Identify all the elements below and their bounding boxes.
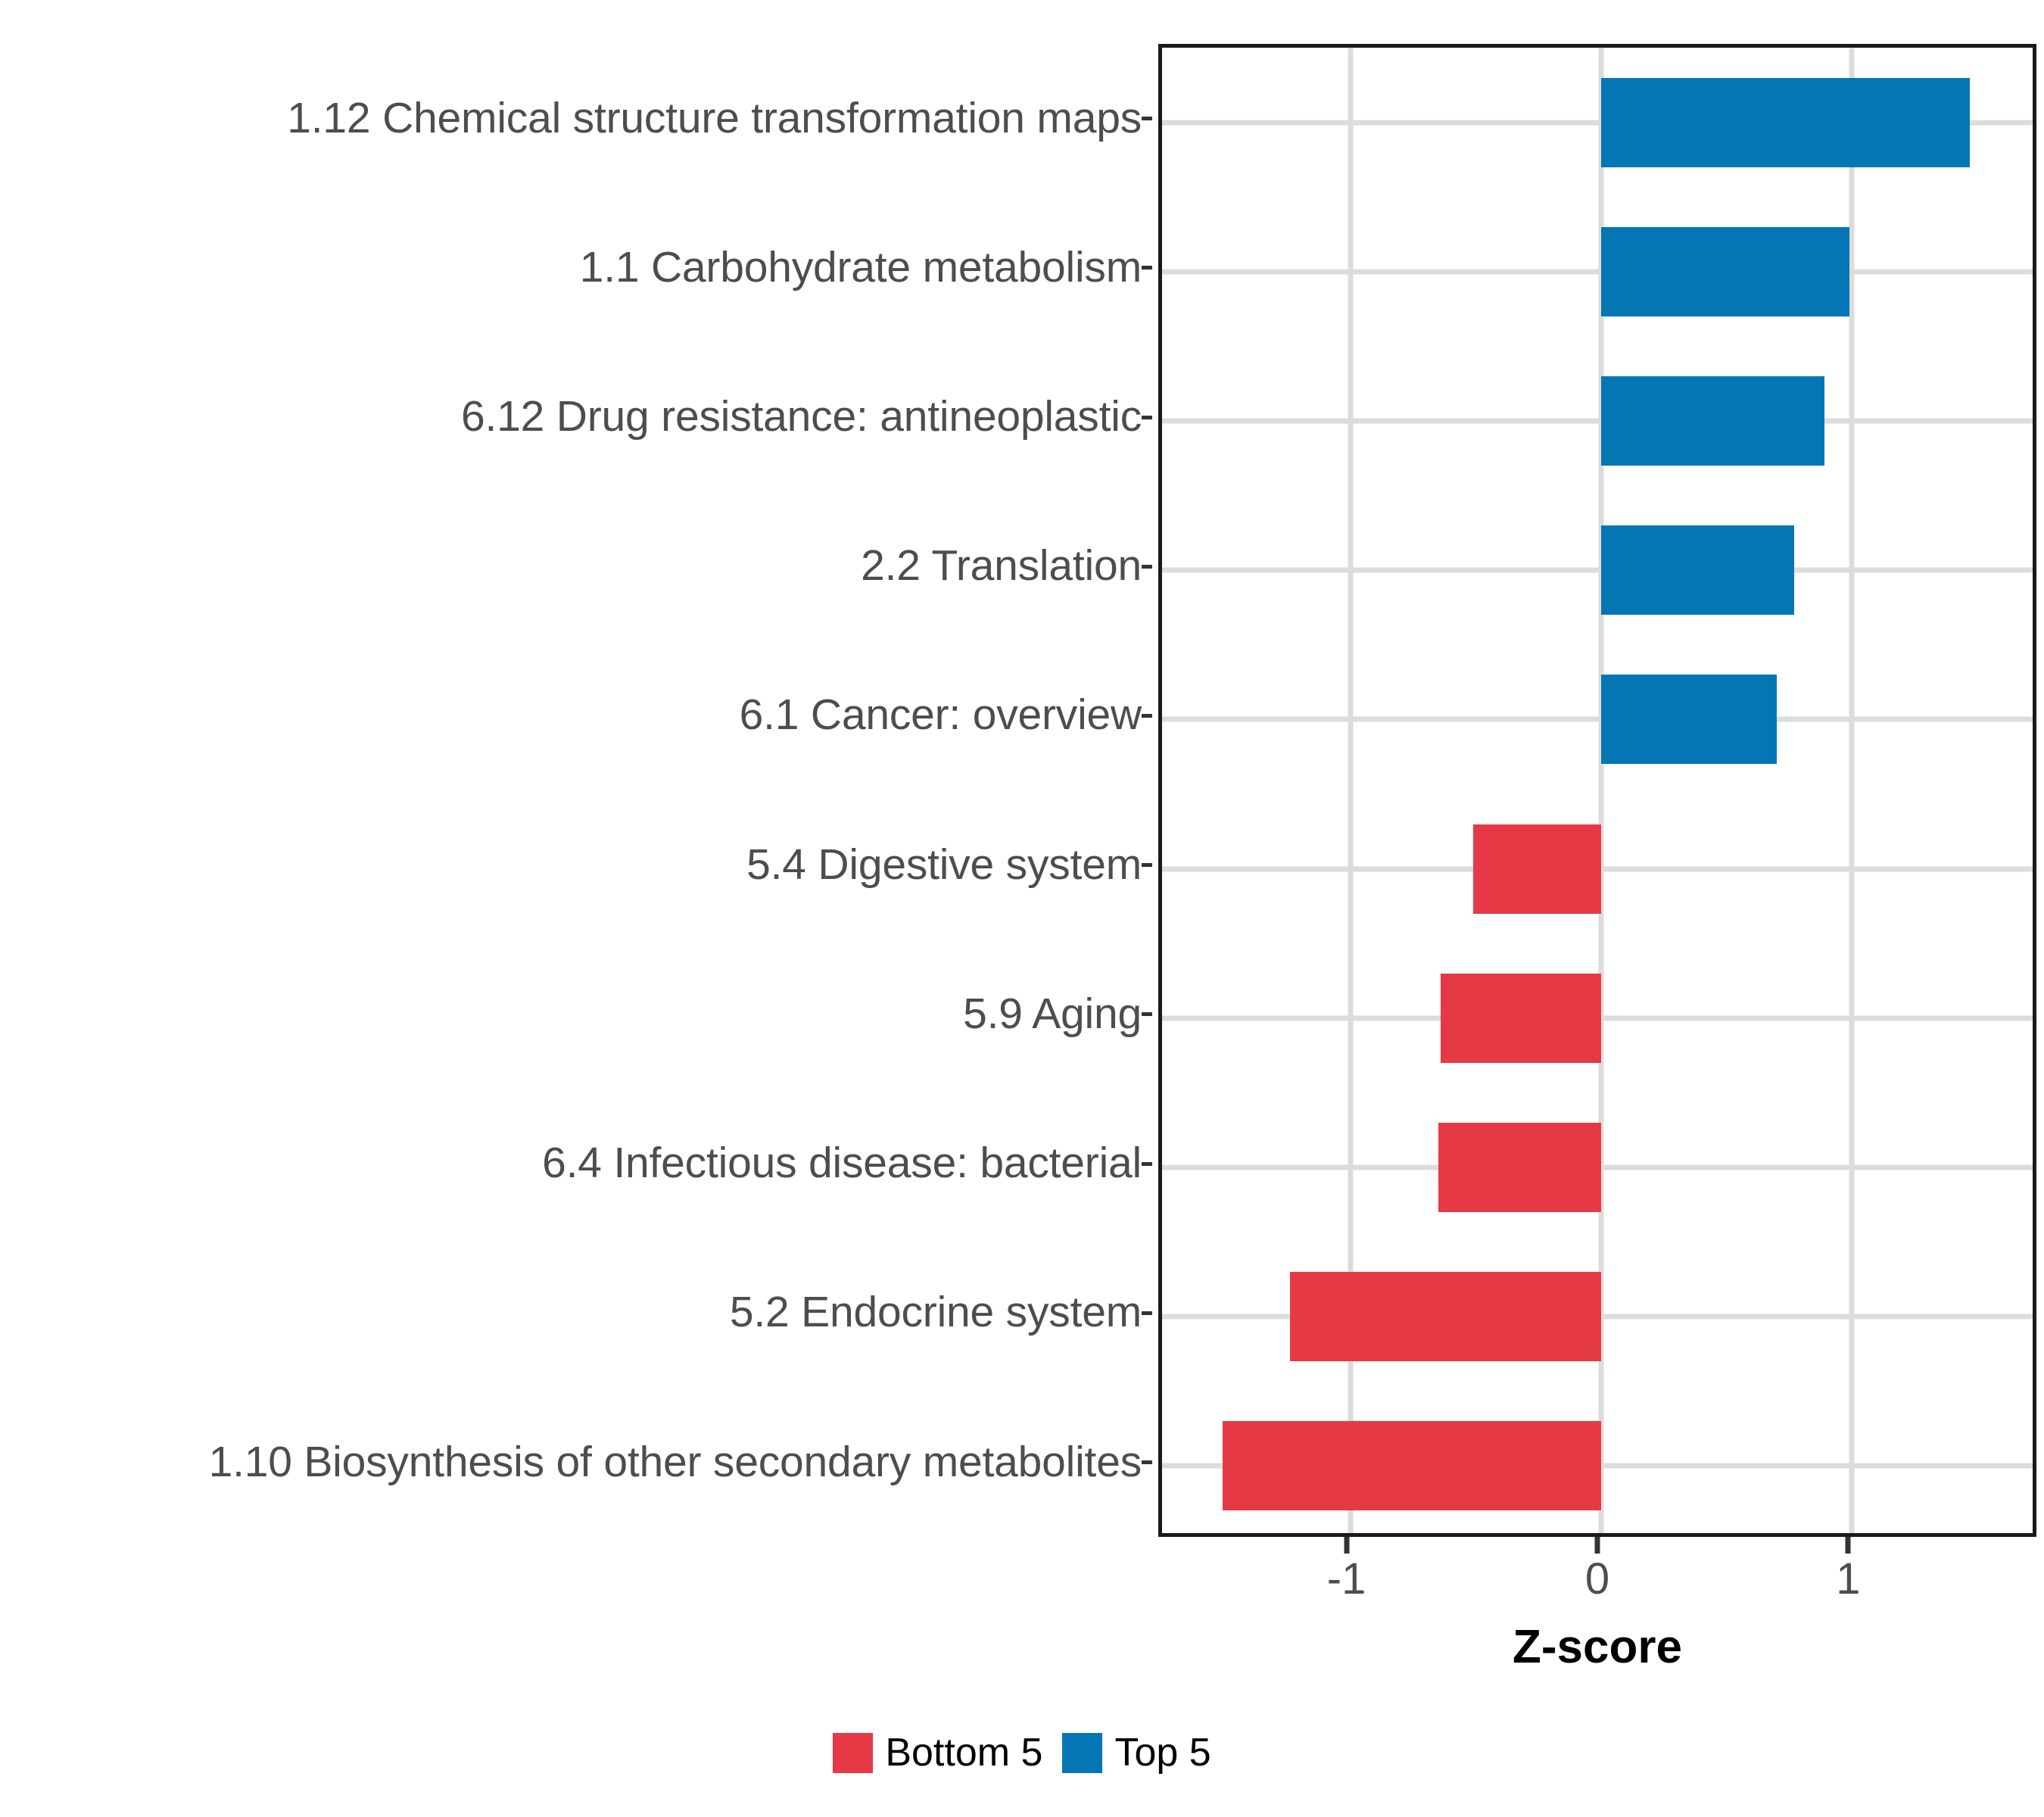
vertical-gridline	[1348, 48, 1354, 1533]
horizontal-gridline	[1162, 716, 2033, 722]
x-axis-tick-mark	[1344, 1537, 1350, 1554]
legend-label: Top 5	[1114, 1731, 1211, 1775]
y-axis-tick-mark	[1142, 1161, 1152, 1166]
y-axis-label-row: 1.12 Chemical structure transformation m…	[0, 44, 1152, 193]
y-axis-label: 2.2 Translation	[861, 541, 1142, 591]
plot-panel	[1158, 44, 2036, 1537]
y-axis-label-row: 1.10 Biosynthesis of other secondary met…	[0, 1388, 1152, 1537]
legend-item[interactable]: Bottom 5	[833, 1730, 1042, 1775]
bar	[1438, 1123, 1601, 1212]
horizontal-gridline	[1162, 567, 2033, 573]
y-axis-label-row: 2.2 Translation	[0, 492, 1152, 641]
y-axis-tick-mark	[1142, 564, 1152, 569]
bar	[1472, 824, 1601, 914]
y-axis-label: 1.10 Biosynthesis of other secondary met…	[208, 1437, 1142, 1486]
x-axis-title: Z-score	[1513, 1621, 1682, 1673]
legend-item[interactable]: Top 5	[1062, 1730, 1211, 1775]
x-axis-tick-label: 0	[1584, 1554, 1610, 1604]
y-axis-label-row: 6.12 Drug resistance: antineoplastic	[0, 342, 1152, 491]
y-axis-label: 1.12 Chemical structure transformation m…	[287, 93, 1142, 142]
bar	[1601, 226, 1850, 316]
y-axis-label: 6.1 Cancer: overview	[739, 690, 1142, 740]
plot-area	[1162, 48, 2033, 1533]
y-axis-tick-mark	[1142, 415, 1152, 419]
x-axis-tick-label: -1	[1326, 1554, 1366, 1604]
horizontal-gridline	[1162, 120, 2033, 126]
bar	[1601, 675, 1777, 765]
x-axis-tick-mark	[1845, 1537, 1851, 1554]
bar	[1440, 973, 1601, 1063]
y-axis-label: 5.4 Digestive system	[746, 840, 1142, 889]
x-axis-tick-mark	[1594, 1537, 1600, 1554]
y-axis-label-row: 1.1 Carbohydrate metabolism	[0, 193, 1152, 342]
legend-swatch-icon	[1062, 1732, 1103, 1773]
y-axis-tick-mark	[1142, 713, 1152, 718]
y-axis-label: 1.1 Carbohydrate metabolism	[579, 242, 1142, 291]
y-axis-label-row: 5.9 Aging	[0, 940, 1152, 1089]
y-axis-tick-mark	[1142, 863, 1152, 868]
y-axis-label: 5.9 Aging	[963, 989, 1142, 1038]
chart-legend: Bottom 5 Top 5	[0, 1730, 2044, 1775]
bar	[1222, 1421, 1601, 1511]
y-axis-label: 6.12 Drug resistance: antineoplastic	[461, 392, 1142, 441]
y-axis-tick-mark	[1142, 1460, 1152, 1464]
vertical-gridline	[1849, 48, 1855, 1533]
bar	[1601, 376, 1824, 466]
y-axis-label-row: 6.4 Infectious disease: bacterial	[0, 1089, 1152, 1238]
x-axis-tick-labels: -1 0 1	[1158, 1554, 2036, 1614]
y-axis-tick-mark	[1142, 1012, 1152, 1017]
y-axis-category-labels: 1.12 Chemical structure transformation m…	[0, 44, 1152, 1537]
y-axis-tick-mark	[1142, 266, 1152, 270]
y-axis-label-row: 6.1 Cancer: overview	[0, 641, 1152, 790]
legend-swatch-icon	[833, 1732, 874, 1773]
horizontal-gridline	[1162, 269, 2033, 275]
bar	[1601, 525, 1795, 616]
x-axis-tick-label: 1	[1836, 1554, 1861, 1604]
legend-label: Bottom 5	[885, 1731, 1043, 1775]
y-axis-tick-mark	[1142, 117, 1152, 121]
x-axis-tick-marks	[1158, 1537, 2036, 1554]
bar	[1601, 77, 1971, 167]
y-axis-label-row: 5.4 Digestive system	[0, 790, 1152, 940]
bar	[1290, 1272, 1601, 1362]
horizontal-gridline	[1162, 418, 2033, 424]
y-axis-label: 6.4 Infectious disease: bacterial	[542, 1139, 1142, 1188]
y-axis-label: 5.2 Endocrine system	[729, 1288, 1142, 1337]
y-axis-label-row: 5.2 Endocrine system	[0, 1239, 1152, 1388]
y-axis-tick-mark	[1142, 1311, 1152, 1315]
vertical-gridline	[1598, 48, 1604, 1533]
